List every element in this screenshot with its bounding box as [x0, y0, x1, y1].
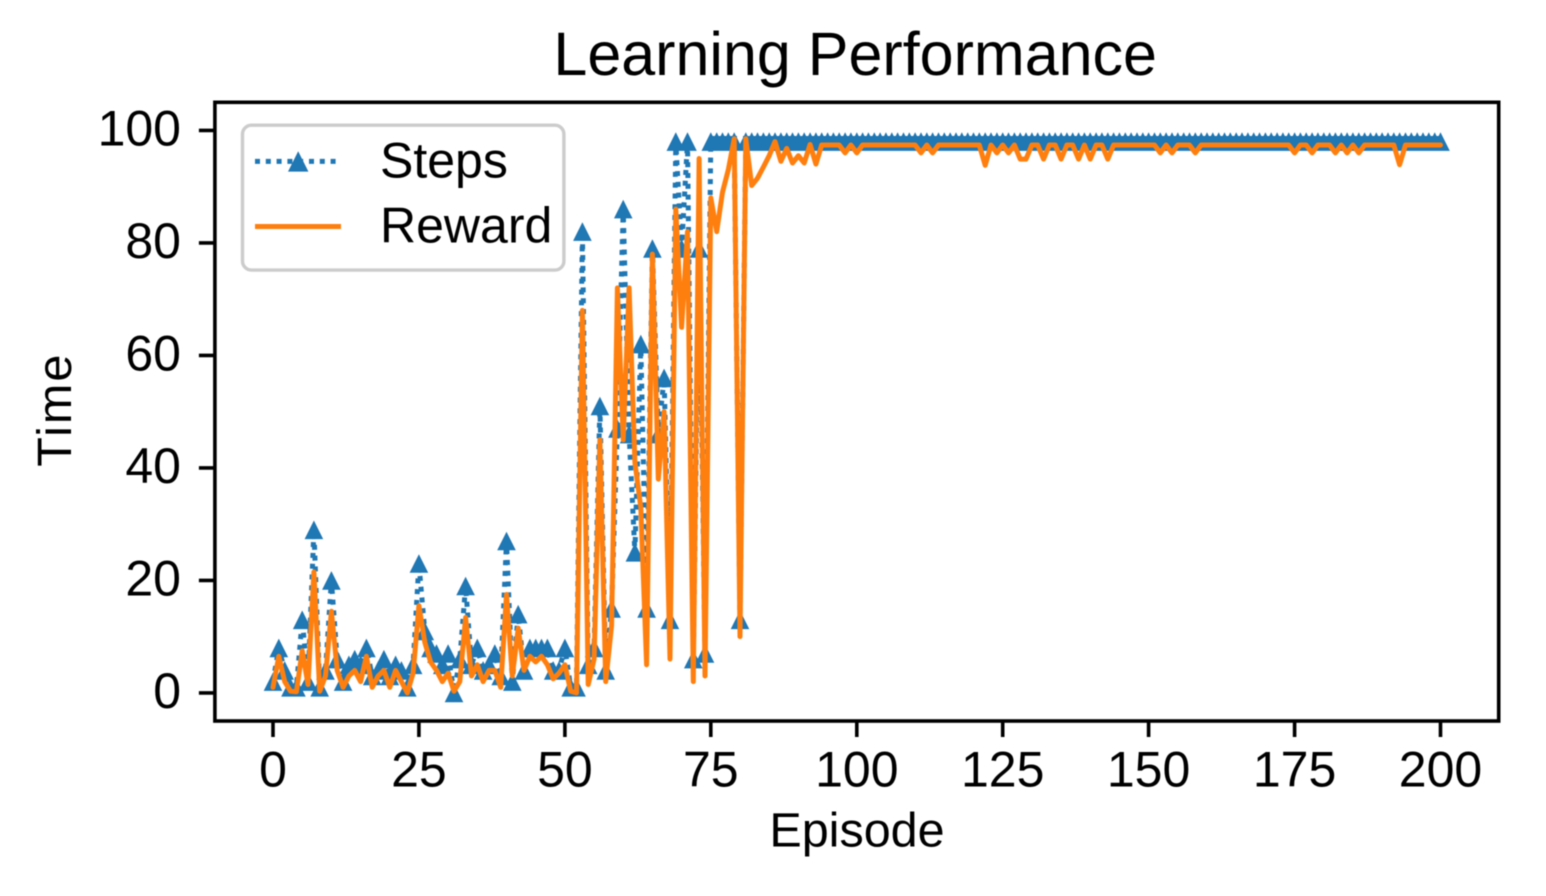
svg-text:50: 50 [537, 742, 593, 798]
svg-text:75: 75 [683, 742, 739, 798]
svg-text:200: 200 [1399, 742, 1482, 798]
svg-text:100: 100 [815, 742, 898, 798]
svg-text:175: 175 [1253, 742, 1336, 798]
svg-text:0: 0 [259, 742, 287, 798]
svg-text:40: 40 [125, 438, 181, 494]
svg-text:Learning Performance: Learning Performance [553, 20, 1157, 88]
svg-text:100: 100 [98, 100, 181, 156]
svg-text:Steps: Steps [380, 133, 508, 189]
svg-text:80: 80 [125, 213, 181, 269]
svg-text:Episode: Episode [769, 804, 944, 858]
svg-text:125: 125 [961, 742, 1044, 798]
svg-text:60: 60 [125, 325, 181, 381]
svg-text:25: 25 [391, 742, 447, 798]
svg-text:Time: Time [28, 355, 82, 467]
svg-text:Reward: Reward [380, 197, 552, 253]
svg-text:0: 0 [153, 663, 181, 719]
svg-text:20: 20 [125, 550, 181, 606]
svg-text:150: 150 [1107, 742, 1190, 798]
